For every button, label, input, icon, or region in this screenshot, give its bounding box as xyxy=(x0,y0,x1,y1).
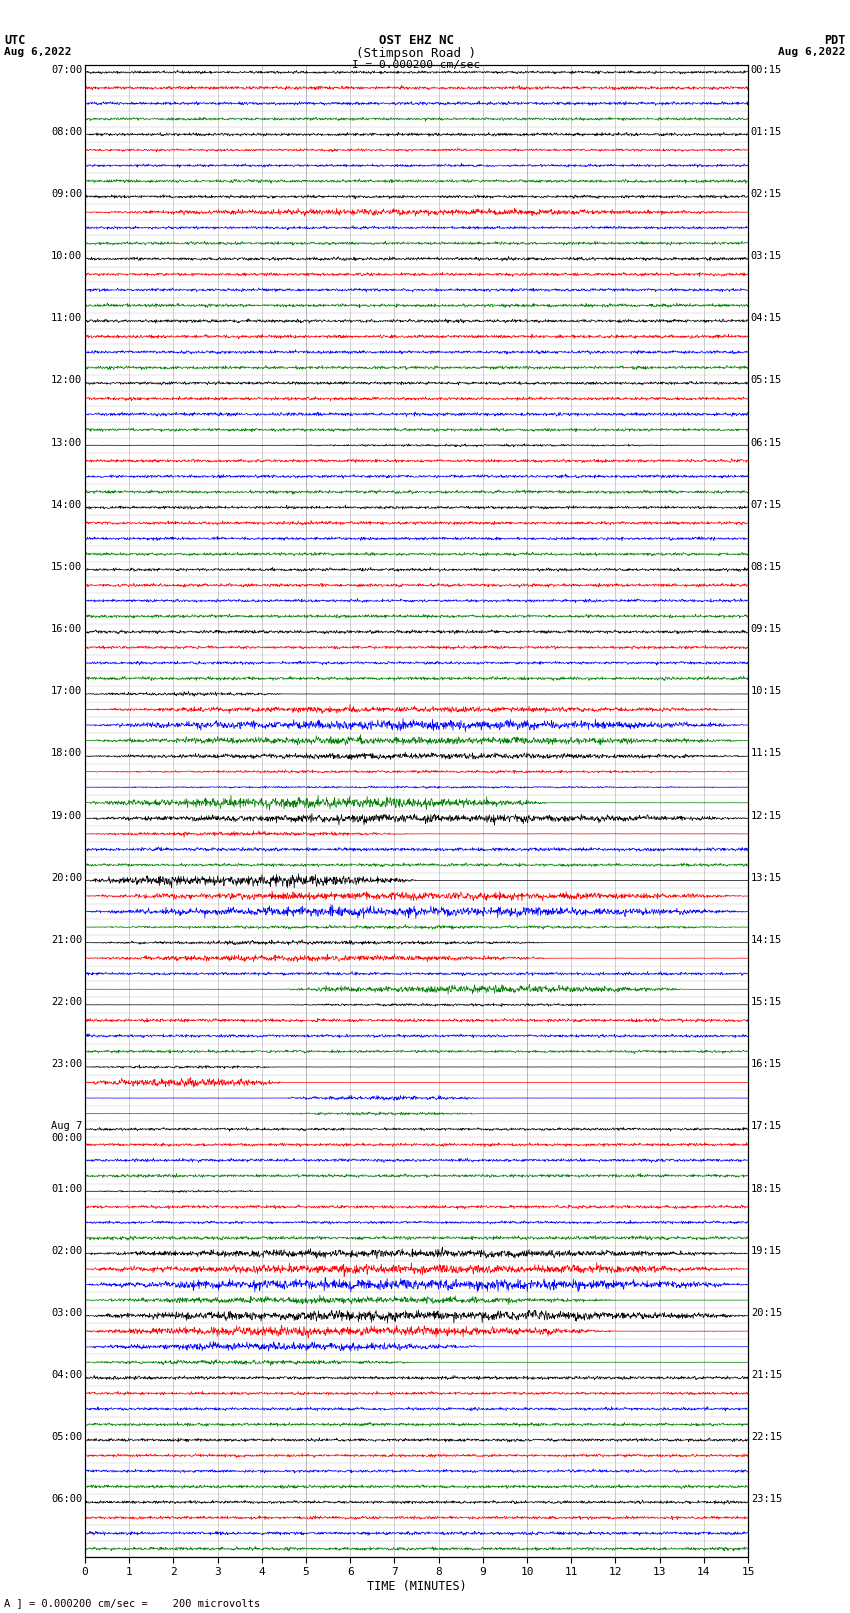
Text: (Stimpson Road ): (Stimpson Road ) xyxy=(356,47,477,60)
Text: PDT: PDT xyxy=(824,34,846,47)
Text: I = 0.000200 cm/sec: I = 0.000200 cm/sec xyxy=(353,60,480,69)
Text: A ] = 0.000200 cm/sec =    200 microvolts: A ] = 0.000200 cm/sec = 200 microvolts xyxy=(4,1598,260,1608)
Text: Aug 6,2022: Aug 6,2022 xyxy=(4,47,71,56)
X-axis label: TIME (MINUTES): TIME (MINUTES) xyxy=(366,1579,467,1592)
Text: Aug 6,2022: Aug 6,2022 xyxy=(779,47,846,56)
Text: UTC: UTC xyxy=(4,34,26,47)
Text: OST EHZ NC: OST EHZ NC xyxy=(379,34,454,47)
